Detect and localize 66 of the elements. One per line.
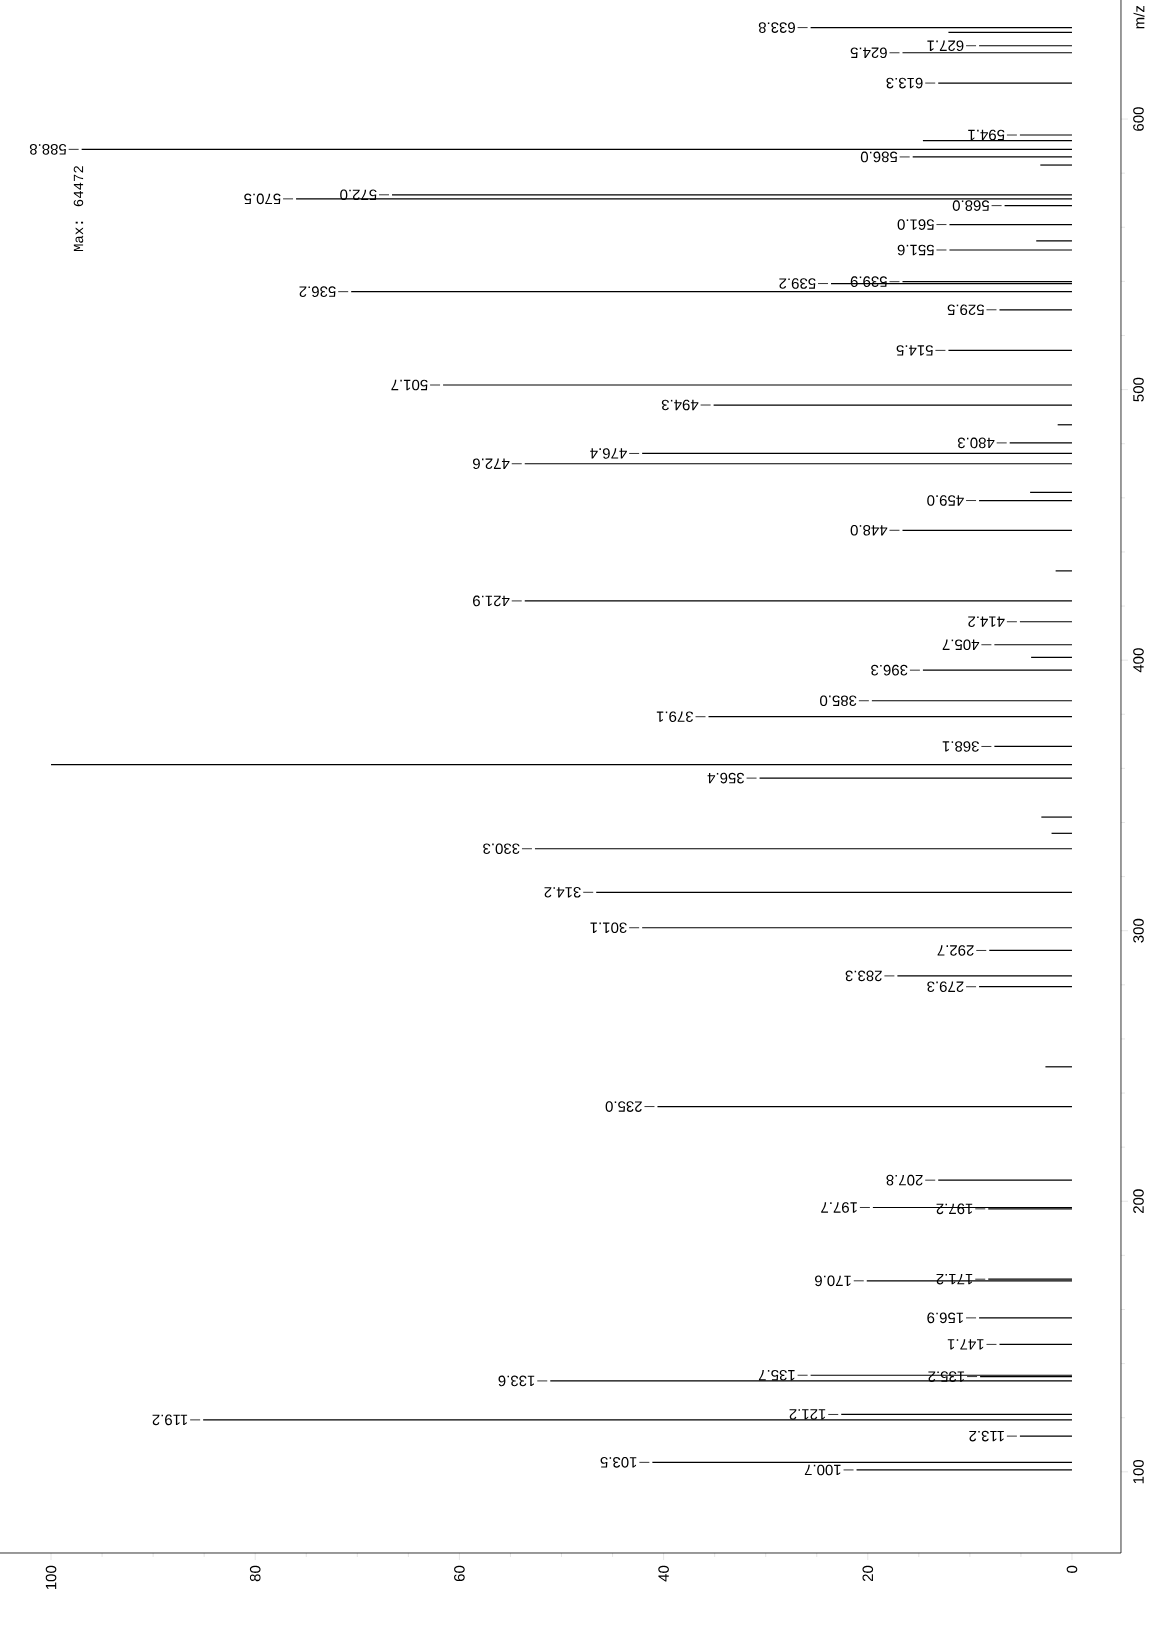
annotation: 113.2 [969, 1430, 1004, 1442]
annotation: 627.1 [927, 40, 964, 52]
x-tick-label: 100 [45, 1565, 57, 1590]
annotation: 100.7 [804, 1464, 841, 1476]
annotation: 292.7 [937, 945, 974, 956]
annotation: 572.0 [340, 189, 377, 201]
annotation: 624.5 [850, 47, 887, 59]
annotation: 385.0 [820, 695, 857, 707]
annotation: 570.5 [244, 193, 281, 205]
annotation: 613.3 [886, 77, 923, 89]
annotation: 539.2 [779, 278, 816, 289]
annotation: 135.7 [758, 1369, 795, 1381]
annotation: 235.0 [605, 1101, 642, 1112]
annotation: 421.9 [473, 595, 510, 607]
annotation: 529.5 [947, 304, 984, 316]
annotation: 594.1 [968, 129, 1005, 141]
x-tick-label: 0 [1066, 1565, 1078, 1573]
annotation: 459.0 [927, 495, 964, 506]
annotation: Max: 64472 [73, 166, 84, 252]
annotation: 283.3 [845, 970, 882, 982]
annotation: 501.7 [391, 379, 428, 391]
annotation: 472.6 [472, 458, 510, 470]
annotation: 197.7 [821, 1202, 857, 1213]
annotation: 330.3 [483, 843, 520, 855]
annotation: 133.6 [498, 1375, 535, 1387]
annotation: 279.3 [927, 981, 964, 993]
annotation: 568.0 [952, 200, 990, 211]
annotation: 396.3 [871, 664, 908, 676]
annotation: 633.8 [758, 22, 795, 33]
annotation: 368.1 [942, 741, 979, 752]
annotation: 494.3 [661, 399, 699, 411]
y-tick-label: 400 [1133, 648, 1144, 673]
y-tick-label: 300 [1133, 918, 1144, 943]
x-tick-label: 40 [658, 1565, 669, 1582]
annotation: 171.2 [936, 1273, 973, 1285]
y-tick-label: 500 [1133, 377, 1144, 402]
annotation: 135.2 [928, 1371, 965, 1382]
annotation: 414.2 [968, 616, 1005, 627]
annotation: 121.2 [789, 1409, 826, 1420]
annotation: 356.4 [707, 772, 745, 784]
annotation: 514.5 [896, 345, 933, 356]
annotation: 147.1 [947, 1339, 984, 1350]
annotation: 379.1 [656, 711, 694, 723]
annotation: 476.4 [590, 448, 627, 459]
annotation: 551.6 [897, 244, 934, 256]
annotation: 405.7 [942, 639, 980, 651]
annotation: 119.2 [152, 1414, 188, 1426]
annotation: 207.8 [886, 1174, 923, 1186]
annotation: 170.6 [814, 1275, 851, 1287]
annotation: 156.9 [927, 1312, 964, 1324]
x-tick-label: 60 [454, 1565, 465, 1582]
annotation: 588.8 [29, 144, 67, 155]
annotation: 536.2 [299, 286, 336, 297]
x-tick-label: 80 [249, 1565, 261, 1582]
annotation: 448.0 [850, 524, 888, 536]
annotation: 561.0 [897, 219, 934, 230]
annotation: 480.3 [957, 437, 995, 449]
x-tick-label: 20 [862, 1565, 874, 1582]
y-tick-label: 200 [1133, 1189, 1144, 1214]
y-tick-label: 100 [1133, 1459, 1144, 1484]
y-axis-title: m/z [1133, 5, 1145, 29]
y-tick-label: 600 [1133, 107, 1144, 131]
annotation: 103.5 [600, 1457, 637, 1468]
annotation: 301.1 [590, 922, 627, 934]
annotation: 314.2 [544, 886, 581, 898]
annotation: 586.0 [860, 151, 898, 163]
